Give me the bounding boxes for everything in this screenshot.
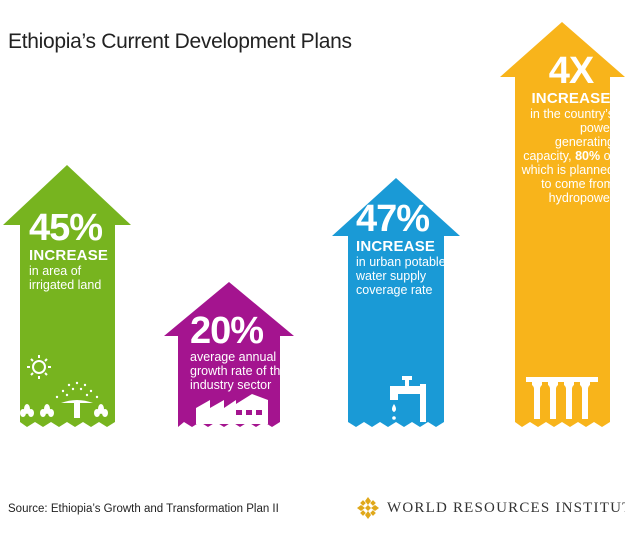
page-title: Ethiopia’s Current Development Plans bbox=[8, 30, 352, 53]
stat-headline: INCREASE bbox=[531, 90, 611, 107]
factory-icon bbox=[196, 394, 268, 424]
source-note: Source: Ethiopia’s Growth and Transforma… bbox=[8, 503, 279, 515]
stat-desc-line: in area of bbox=[29, 264, 82, 278]
stat-value: 47% bbox=[356, 198, 430, 240]
arrow-irrigation: 45% INCREASE in area of irrigated land bbox=[3, 165, 131, 427]
hydropower-dam-icon bbox=[526, 377, 598, 419]
stat-value: 4X bbox=[548, 50, 594, 92]
stat-value: 20% bbox=[190, 310, 264, 352]
stat-desc-bold: 80% bbox=[575, 149, 601, 163]
arrow-industry: 20% average annual growth rate of the in… bbox=[164, 282, 294, 427]
arrow-shape-yellow bbox=[500, 22, 625, 427]
arrow-water: 47% INCREASE in urban potable water supp… bbox=[332, 178, 460, 427]
stat-desc-line: growth rate of the bbox=[190, 364, 288, 378]
stat-desc-line: in the country’s bbox=[530, 107, 614, 121]
stat-headline: INCREASE bbox=[29, 247, 109, 264]
arrow-power: 4X INCREASE in the country’s power gener… bbox=[500, 22, 625, 427]
stat-desc-line: irrigated land bbox=[29, 278, 102, 292]
irrigation-icon bbox=[20, 355, 108, 418]
arrow-shape-blue bbox=[332, 178, 460, 427]
water-tap-icon bbox=[390, 376, 426, 422]
stat-desc-line: hydropower bbox=[548, 191, 614, 205]
stat-desc-text: capacity, bbox=[523, 149, 576, 163]
stat-desc-line: power generating bbox=[554, 121, 614, 149]
stat-desc-line: industry sector bbox=[190, 378, 272, 392]
stat-desc-line: to come from bbox=[541, 177, 614, 191]
stat-desc-line: average annual bbox=[190, 350, 277, 364]
stat-desc-line: in urban potable bbox=[356, 255, 446, 269]
wri-logo: WORLD RESOURCES INSTITUTE bbox=[357, 497, 625, 519]
stat-desc-line: which is planned bbox=[521, 163, 614, 177]
stat-headline: INCREASE bbox=[356, 238, 436, 255]
stat-value: 45% bbox=[29, 207, 103, 249]
arrow-shape-magenta bbox=[164, 282, 294, 427]
stat-desc-line: water supply bbox=[356, 269, 427, 283]
stat-desc-line: capacity, 80% of bbox=[518, 149, 614, 163]
wri-emblem-icon bbox=[357, 497, 379, 519]
stat-desc-text: of bbox=[600, 149, 614, 163]
stat-desc-line: coverage rate bbox=[356, 283, 433, 297]
wri-logo-text: WORLD RESOURCES INSTITUTE bbox=[387, 499, 625, 516]
